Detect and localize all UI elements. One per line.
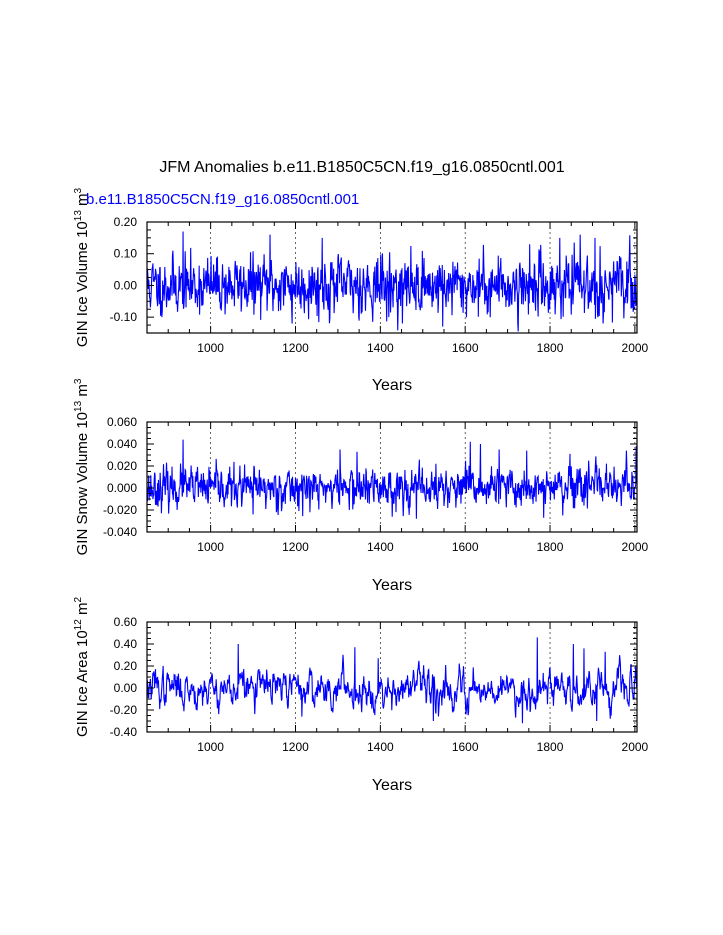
y-axis-label-exponent: 12 — [73, 619, 84, 631]
y-axis-label-unit: m — [74, 384, 91, 401]
y-tick-label: 0.60 — [114, 615, 138, 629]
y-axis-label-exponent: 13 — [73, 400, 84, 412]
x-tick-label: 1600 — [452, 341, 479, 355]
y-axis-label-unit-exponent: 3 — [73, 187, 84, 193]
x-tick-label: 1600 — [452, 740, 479, 754]
panel-snow-volume: 1000 1200 1400 1600 1800 2000 -0.040 -0.020 0.00… — [73, 378, 649, 594]
y-tick-label: 0.20 — [114, 659, 138, 673]
y-tick-label: 0.020 — [107, 459, 137, 473]
y-tick-label: 0.000 — [107, 481, 137, 495]
y-tick-label: -0.20 — [110, 703, 138, 717]
x-axis-label: Years — [372, 577, 412, 594]
panel-ice-volume: 1000 1200 1400 1600 1800 2000 -0.10 0.00 0.10 0.2… — [73, 187, 649, 394]
y-axis-label-exponent: 13 — [73, 210, 84, 222]
y-axis-label: GIN Ice Volume 1013 m3 — [73, 187, 91, 347]
x-tick-label: 1000 — [197, 740, 224, 754]
x-tick-label: 1800 — [537, 540, 564, 554]
y-axis-label-text: GIN Ice Area 10 — [74, 630, 91, 737]
x-tick-label: 1000 — [197, 341, 224, 355]
x-tick-label: 2000 — [622, 341, 649, 355]
y-tick-label: -0.40 — [110, 725, 138, 739]
plot-frame — [146, 621, 638, 733]
y-tick-label: 0.040 — [107, 437, 137, 451]
x-tick-label: 2000 — [622, 740, 649, 754]
figure-title: JFM Anomalies b.e11.B1850C5CN.f19_g16.08… — [159, 159, 564, 176]
y-tick-label: 0.10 — [114, 247, 138, 261]
legend-label: b.e11.B1850C5CN.f19_g16.0850cntl.001 — [86, 191, 359, 208]
y-axis-label-unit: m — [74, 603, 91, 620]
y-tick-label: -0.040 — [103, 525, 137, 539]
series-line — [146, 637, 638, 724]
y-axis-label-text: GIN Ice Volume 10 — [74, 221, 91, 347]
x-tick-label: 1800 — [537, 341, 564, 355]
x-tick-label: 1400 — [367, 540, 394, 554]
y-tick-label: 0.00 — [114, 681, 138, 695]
x-tick-label: 1400 — [367, 341, 394, 355]
y-tick-label: 0.060 — [107, 415, 137, 429]
series-line — [146, 439, 638, 519]
y-tick-label: 0.40 — [114, 637, 138, 651]
x-axis-label: Years — [372, 377, 412, 394]
y-axis-label-unit-exponent: 2 — [73, 597, 84, 603]
y-axis-label-unit: m — [74, 193, 91, 210]
y-axis-label-text: GIN Snow Volume 10 — [74, 412, 91, 555]
x-tick-label: 1800 — [537, 740, 564, 754]
y-axis-label-unit-exponent: 3 — [73, 378, 84, 384]
x-tick-label: 1200 — [282, 540, 309, 554]
y-tick-label: -0.020 — [103, 503, 137, 517]
y-tick-label: 0.00 — [114, 278, 138, 292]
y-tick-label: -0.10 — [110, 310, 138, 324]
x-tick-label: 1400 — [367, 740, 394, 754]
series-line — [146, 231, 638, 332]
y-tick-label: 0.20 — [114, 215, 138, 229]
panel-ice-area: 1000 1200 1400 1600 1800 2000 -0.40 -0.20 0.00 0.… — [73, 597, 649, 794]
y-axis-label: GIN Ice Area 1012 m2 — [73, 597, 91, 738]
y-axis-label: GIN Snow Volume 1013 m3 — [73, 378, 91, 555]
x-axis-label: Years — [372, 777, 412, 794]
x-tick-label: 1200 — [282, 740, 309, 754]
x-tick-label: 1000 — [197, 540, 224, 554]
x-tick-label: 1200 — [282, 341, 309, 355]
x-tick-label: 1600 — [452, 540, 479, 554]
x-tick-label: 2000 — [622, 540, 649, 554]
